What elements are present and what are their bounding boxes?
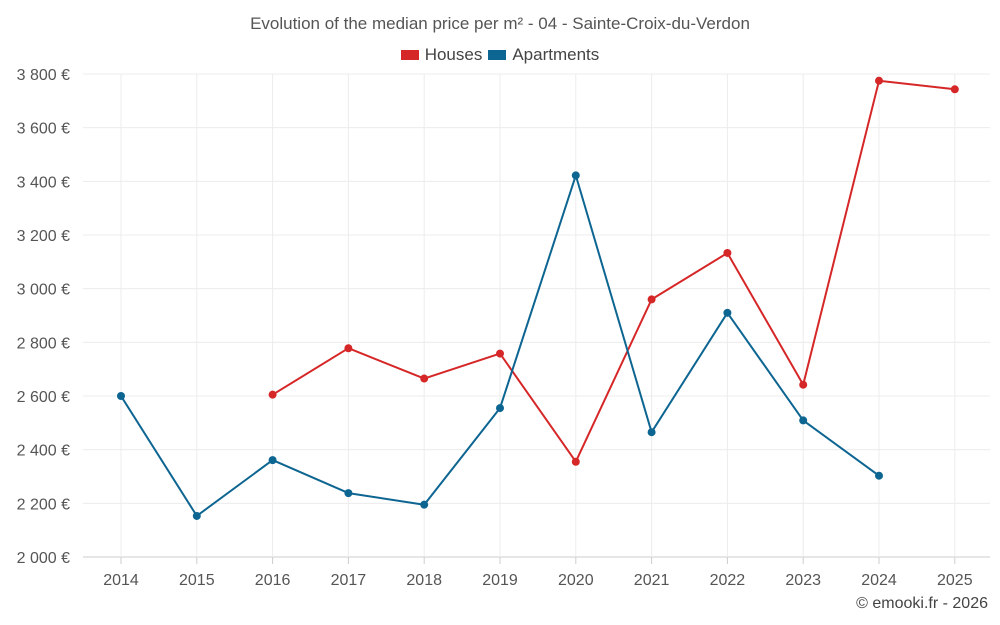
data-point-apartments (344, 489, 353, 498)
x-tick-label: 2014 (103, 572, 139, 589)
y-tick-label: 2 600 € (17, 389, 70, 406)
x-tick-label: 2015 (179, 572, 215, 589)
legend-swatch-houses (400, 50, 419, 60)
data-point-houses (268, 390, 277, 399)
series-line-houses (272, 79, 955, 463)
data-point-apartments (192, 511, 201, 520)
data-point-apartments (875, 471, 883, 480)
x-tick-label: 2019 (482, 572, 518, 589)
x-tick-label: 2022 (710, 572, 746, 589)
y-tick-label: 2 800 € (17, 335, 70, 352)
y-tick-label: 3 200 € (17, 228, 70, 245)
x-tick-label: 2016 (255, 572, 291, 589)
data-point-apartments (723, 308, 732, 317)
data-point-houses (496, 349, 504, 358)
y-tick-label: 3 400 € (17, 174, 70, 191)
x-tick-label: 2020 (558, 572, 594, 589)
x-tick-label: 2018 (406, 572, 442, 589)
data-point-apartments (647, 428, 656, 437)
data-point-houses (647, 295, 656, 304)
x-tick-label: 2023 (785, 572, 821, 589)
data-point-houses (875, 76, 883, 85)
x-tick-label: 2025 (937, 572, 973, 589)
data-point-houses (420, 374, 429, 383)
data-point-apartments (420, 500, 429, 509)
x-tick-label: 2017 (331, 572, 367, 589)
data-point-houses (723, 248, 732, 257)
legend-item-apartments[interactable]: Apartments (488, 45, 599, 65)
data-point-apartments (799, 416, 808, 425)
y-tick-label: 3 800 € (17, 67, 70, 84)
data-point-houses (571, 457, 580, 466)
x-tick-label: 2024 (861, 572, 897, 589)
data-point-apartments (268, 456, 277, 465)
legend: Houses Apartments (0, 45, 1000, 65)
y-tick-label: 3 000 € (17, 282, 70, 299)
y-tick-label: 2 000 € (17, 550, 70, 567)
credit-text: © emooki.fr - 2026 (856, 595, 988, 612)
x-tick-label: 2021 (634, 572, 670, 589)
data-point-houses (344, 344, 353, 353)
data-point-houses (799, 380, 808, 389)
y-tick-label: 2 200 € (17, 496, 70, 513)
y-tick-label: 3 600 € (17, 121, 70, 138)
legend-swatch-apartments (488, 50, 507, 60)
legend-label-apartments: Apartments (512, 45, 600, 64)
legend-label-houses: Houses (424, 45, 483, 64)
data-point-apartments (496, 404, 504, 413)
y-tick-label: 2 400 € (17, 443, 70, 460)
data-point-apartments (571, 171, 580, 180)
data-point-houses (950, 85, 959, 94)
legend-item-houses[interactable]: Houses (400, 45, 483, 65)
chart-title: Evolution of the median price per m² - 0… (250, 14, 750, 33)
data-point-apartments (117, 392, 125, 400)
